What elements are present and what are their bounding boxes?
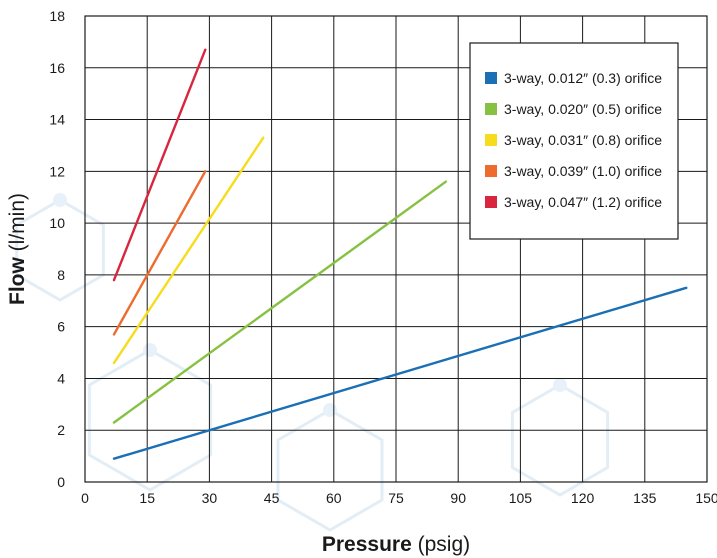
legend-swatch-1 <box>485 103 497 115</box>
legend-swatch-3 <box>485 165 497 177</box>
x-tick-label-3: 45 <box>264 490 280 506</box>
bg-node-2 <box>553 378 567 392</box>
y-tick-label-5: 10 <box>49 215 65 231</box>
series-line-0 <box>112 286 688 460</box>
bg-hex-0 <box>87 348 213 492</box>
legend-label-0: 3-way, 0.012″ (0.3) orifice <box>504 70 662 86</box>
legend-label-3: 3-way, 0.039″ (1.0) orifice <box>504 163 662 179</box>
series-line-2 <box>112 136 265 365</box>
legend-box <box>469 42 679 240</box>
series-line-1 <box>112 180 447 424</box>
x-tick-label-7: 105 <box>509 490 533 506</box>
x-tick-label-0: 0 <box>81 490 89 506</box>
y-axis-title-main: Flow <box>6 257 29 305</box>
y-tick-label-7: 14 <box>49 112 65 128</box>
x-tick-label-6: 90 <box>450 490 466 506</box>
y-tick-label-3: 6 <box>57 319 65 335</box>
x-tick-label-10: 150 <box>695 490 717 506</box>
x-tick-label-8: 120 <box>571 490 595 506</box>
x-axis-ticks: 0 15 30 45 60 75 90 105 120 135 150 <box>81 490 717 506</box>
plot-area-frame <box>84 15 708 483</box>
bg-hex-3 <box>15 198 105 302</box>
legend-swatch-4 <box>485 196 497 208</box>
bg-node-0 <box>143 343 157 357</box>
bg-hex-2 <box>510 383 610 497</box>
series-line-3 <box>112 170 207 336</box>
y-tick-label-2: 4 <box>57 370 65 386</box>
x-axis-title-main: Pressure <box>322 533 412 556</box>
y-tick-label-9: 18 <box>49 8 65 24</box>
bg-node-3 <box>53 193 67 207</box>
y-axis-title-unit: (l/min) <box>6 193 29 257</box>
x-tick-label-2: 30 <box>202 490 218 506</box>
y-tick-label-0: 0 <box>57 474 65 490</box>
y-tick-label-6: 12 <box>49 163 65 179</box>
bg-hex-1 <box>276 408 384 532</box>
series-line-4 <box>112 48 207 282</box>
series-lines <box>112 48 688 460</box>
legend-label-2: 3-way, 0.031″ (0.8) orifice <box>504 132 662 148</box>
legend-label-4: 3-way, 0.047″ (1.2) orifice <box>504 194 662 210</box>
y-axis-ticks: 0 2 4 6 8 10 12 14 16 18 <box>49 8 65 490</box>
y-tick-label-4: 8 <box>57 267 65 283</box>
legend: 3-way, 0.012″ (0.3) orifice 3-way, 0.020″… <box>469 42 679 240</box>
x-tick-label-9: 135 <box>633 490 657 506</box>
x-tick-label-4: 60 <box>326 490 342 506</box>
x-axis-title: Pressure (psig) <box>322 533 470 556</box>
legend-swatch-2 <box>485 134 497 146</box>
legend-label-1: 3-way, 0.020″ (0.5) orifice <box>504 101 662 117</box>
y-tick-label-1: 2 <box>57 422 65 438</box>
legend-swatch-0 <box>485 72 497 84</box>
y-axis-title: Flow (l/min) <box>6 193 29 305</box>
x-axis-title-unit: (psig) <box>412 533 470 556</box>
x-tick-label-1: 15 <box>139 490 155 506</box>
y-tick-label-8: 16 <box>49 60 65 76</box>
x-tick-label-5: 75 <box>388 490 404 506</box>
